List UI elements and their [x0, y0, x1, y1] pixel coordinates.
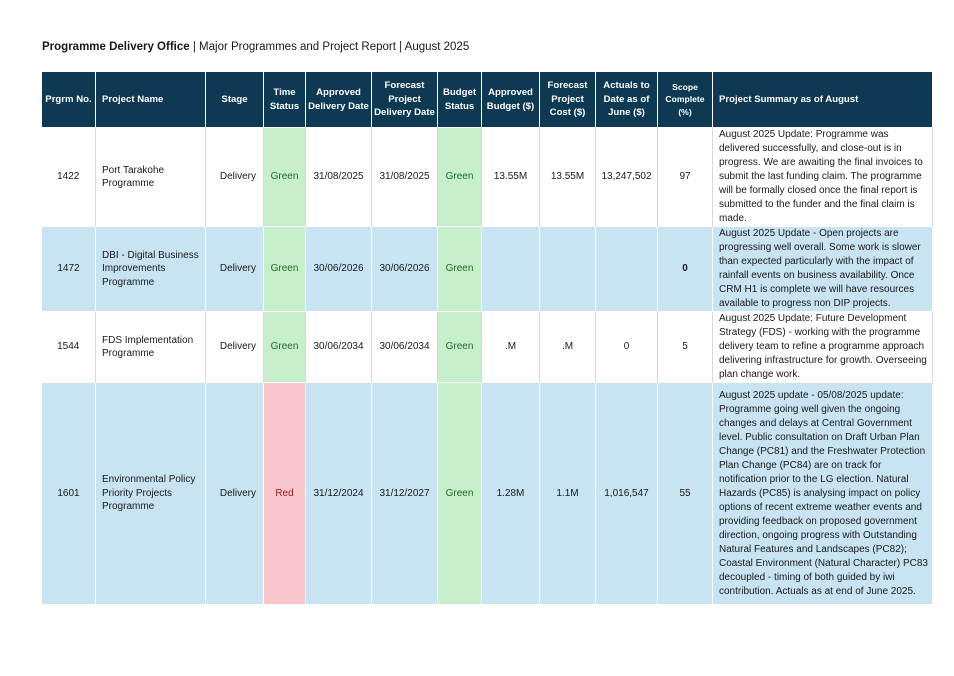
forecast-cost-cell: 13.55M — [539, 127, 596, 227]
col-header-forecast-cost: Forecast Project Cost ($) — [539, 71, 596, 128]
report-org: Programme Delivery Office — [42, 41, 190, 53]
budget-status-cell: Green — [437, 226, 482, 312]
stage-cell: Delivery — [205, 226, 264, 312]
time-status-cell: Green — [263, 226, 306, 312]
project-name-cell: FDS Implementation Programme — [95, 311, 206, 383]
approved-date-cell: 30/06/2034 — [305, 311, 372, 383]
actuals-cell: 13,247,502 — [595, 127, 658, 227]
forecast-cost-cell: 1.1M — [539, 382, 596, 605]
approved-date-cell: 31/08/2025 — [305, 127, 372, 227]
time-status-cell: Green — [263, 311, 306, 383]
approved-date-cell: 31/12/2024 — [305, 382, 372, 605]
prgrm-no-cell: 1472 — [41, 226, 96, 312]
budget-status-cell: Green — [437, 311, 482, 383]
summary-cell: August 2025 update - 05/08/2025 update: … — [712, 382, 933, 605]
stage-cell: Delivery — [205, 127, 264, 227]
approved-budget-cell — [481, 226, 540, 312]
table-header-row: Prgrm No. Project Name Stage Time Status… — [41, 71, 933, 128]
title-separator: | — [189, 41, 200, 53]
scope-cell: 5 — [657, 311, 713, 383]
col-header-actuals: Actuals to Date as of June ($) — [595, 71, 658, 128]
summary-cell: August 2025 Update: Programme was delive… — [712, 127, 933, 227]
forecast-cost-cell: .M — [539, 311, 596, 383]
project-name-cell: Port Tarakohe Programme — [95, 127, 206, 227]
scope-cell: 0 — [657, 226, 713, 312]
scope-cell: 55 — [657, 382, 713, 605]
scope-cell: 97 — [657, 127, 713, 227]
table-row: 1544 FDS Implementation Programme Delive… — [41, 311, 933, 383]
forecast-date-cell: 30/06/2026 — [371, 226, 438, 312]
approved-budget-cell: 13.55M — [481, 127, 540, 227]
forecast-cost-cell — [539, 226, 596, 312]
col-header-approved-delivery-date: Approved Delivery Date — [305, 71, 372, 128]
page-title: Programme Delivery Office | Major Progra… — [42, 41, 469, 53]
summary-cell: August 2025 Update: Future Development S… — [712, 311, 933, 383]
prgrm-no-cell: 1544 — [41, 311, 96, 383]
approved-date-cell: 30/06/2026 — [305, 226, 372, 312]
stage-cell: Delivery — [205, 382, 264, 605]
report-subtitle: Major Programmes and Project Report | Au… — [199, 41, 470, 53]
programme-report-table: Prgrm No. Project Name Stage Time Status… — [41, 71, 933, 605]
col-header-budget-status: Budget Status — [437, 71, 482, 128]
col-header-scope-complete: Scope Complete (%) — [657, 71, 713, 128]
actuals-cell — [595, 226, 658, 312]
col-header-time-status: Time Status — [263, 71, 306, 128]
col-header-project-name: Project Name — [95, 71, 206, 128]
col-header-prgrm-no: Prgrm No. — [41, 71, 96, 128]
prgrm-no-cell: 1601 — [41, 382, 96, 605]
approved-budget-cell: .M — [481, 311, 540, 383]
project-name-cell: DBI - Digital Business Improvements Prog… — [95, 226, 206, 312]
summary-cell: August 2025 Update - Open projects are p… — [712, 226, 933, 312]
budget-status-cell: Green — [437, 382, 482, 605]
actuals-cell: 1,016,547 — [595, 382, 658, 605]
time-status-cell: Red — [263, 382, 306, 605]
prgrm-no-cell: 1422 — [41, 127, 96, 227]
table-row: 1472 DBI - Digital Business Improvements… — [41, 226, 933, 312]
time-status-cell: Green — [263, 127, 306, 227]
col-header-stage: Stage — [205, 71, 264, 128]
actuals-cell: 0 — [595, 311, 658, 383]
table-row: 1601 Environmental Policy Priority Proje… — [41, 382, 933, 605]
forecast-date-cell: 31/12/2027 — [371, 382, 438, 605]
project-name-cell: Environmental Policy Priority Projects P… — [95, 382, 206, 605]
budget-status-cell: Green — [437, 127, 482, 227]
col-header-approved-budget: Approved Budget ($) — [481, 71, 540, 128]
forecast-date-cell: 31/08/2025 — [371, 127, 438, 227]
col-header-project-summary: Project Summary as of August — [712, 71, 933, 128]
forecast-date-cell: 30/06/2034 — [371, 311, 438, 383]
stage-cell: Delivery — [205, 311, 264, 383]
approved-budget-cell: 1.28M — [481, 382, 540, 605]
col-header-forecast-delivery-date: Forecast Project Delivery Date — [371, 71, 438, 128]
table-row: 1422 Port Tarakohe Programme Delivery Gr… — [41, 127, 933, 227]
